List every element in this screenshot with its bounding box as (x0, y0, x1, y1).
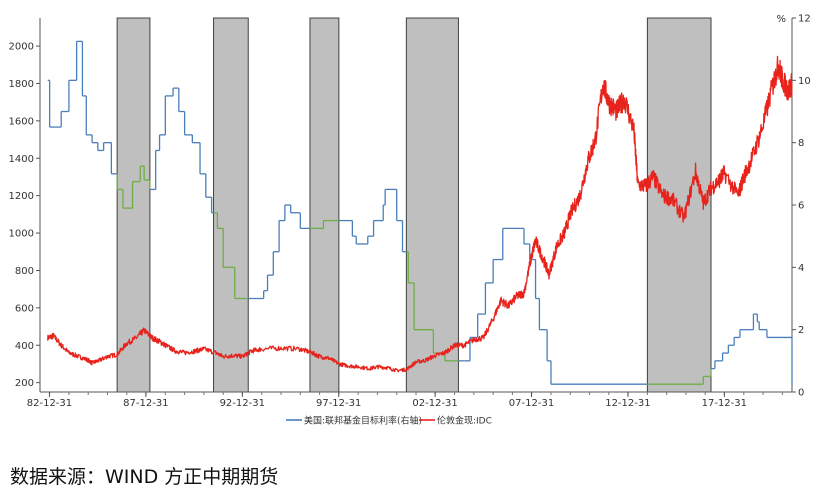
y-left-tick-label: 200 (15, 378, 34, 389)
gold-price-line (47, 55, 793, 373)
series-lines (47, 40, 793, 385)
x-tick-label: 97-12-31 (316, 398, 361, 409)
y-left-tick-label: 800 (15, 266, 34, 277)
recession-bands (116, 17, 712, 393)
x-tick-label: 87-12-31 (123, 398, 168, 409)
y-right-tick-label: 10 (798, 76, 811, 87)
x-tick-label: 92-12-31 (220, 398, 265, 409)
y-right-tick-label: 8 (798, 138, 804, 149)
y-right-tick-label: 4 (798, 263, 804, 274)
y-left-tick-label: 600 (15, 303, 34, 314)
y-right-tick-label: 12 (798, 14, 811, 25)
y-left-tick-label: 1600 (9, 116, 34, 127)
y-right-tick-label: 6 (798, 201, 804, 212)
legend: 美国:联邦基金目标利率(右轴) 伦敦金现:IDC (286, 415, 492, 427)
y-left-tick-label: 400 (15, 341, 34, 352)
recession-band-1 (116, 17, 151, 393)
recession-band-3 (309, 17, 340, 393)
y-left-tick-label: 2000 (9, 42, 34, 53)
x-tick-label: 17-12-31 (702, 398, 747, 409)
y-left-tick-label: 1000 (9, 229, 34, 240)
axes: 200 400 600 800 1000 1200 1400 1600 1800 2000 0 2 4 6… (9, 14, 811, 410)
legend-label-1: 美国:联邦基金目标利率(右轴) (304, 415, 422, 427)
y-left-tick-label: 1800 (9, 79, 34, 90)
recession-band-2 (213, 17, 249, 393)
y-right-tick-label: 2 (798, 325, 804, 336)
y-left-tick-label: 1200 (9, 191, 34, 202)
x-tick-label: 07-12-31 (509, 398, 554, 409)
y-right-tick-label: 0 (798, 388, 804, 399)
legend-label-2: 伦敦金现:IDC (437, 415, 492, 427)
x-tick-label: 02-12-31 (412, 398, 457, 409)
recession-band-4 (405, 17, 459, 393)
source-note: 数据来源：WIND 方正中期期货 (10, 466, 279, 488)
y-right-unit-label: % (776, 14, 786, 25)
y-left-tick-label: 1400 (9, 154, 34, 165)
chart-svg: 200 400 600 800 1000 1200 1400 1600 1800 2000 0 2 4 6… (9, 14, 811, 427)
x-tick-label: 12-12-31 (605, 398, 650, 409)
chart: 200 400 600 800 1000 1200 1400 1600 1800 2000 0 2 4 6… (9, 14, 811, 427)
x-tick-label: 82-12-31 (27, 398, 72, 409)
